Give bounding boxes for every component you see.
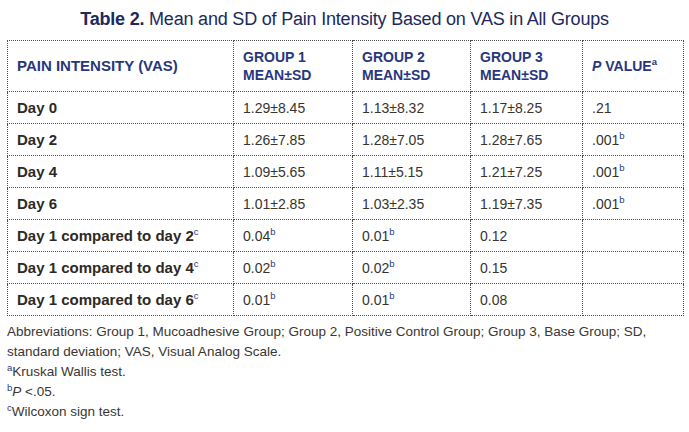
footnote-marker: c <box>7 402 12 413</box>
group1-value-cell: 0.02b <box>234 252 353 284</box>
footnote-marker: b <box>619 162 624 173</box>
footnote-list: aKruskal Wallis test.bP <.05.cWilcoxon s… <box>7 362 683 422</box>
p-value-footnote-marker: a <box>652 56 657 67</box>
group1-value-cell: 1.26±7.85 <box>234 124 353 156</box>
table-row: Day 61.01±2.851.03±2.351.19±7.35.001b <box>8 188 684 220</box>
p-value-cell: .001b <box>583 124 684 156</box>
group3-value-cell: 1.21±7.25 <box>471 156 583 188</box>
table-caption-label: Table 2. <box>80 9 144 29</box>
header-row: PAIN INTENSITY (VAS) GROUP 1 MEAN±SD GROU… <box>8 41 684 92</box>
group2-value-cell: 0.02b <box>353 252 471 284</box>
group2-value-cell: 0.01b <box>353 220 471 252</box>
header-group2-name: GROUP 2 <box>362 49 425 65</box>
table-caption: Table 2. Mean and SD of Pain Intensity B… <box>0 0 689 30</box>
p-value-cell: .001b <box>583 156 684 188</box>
table-row: Day 41.09±5.651.11±5.151.21±7.25.001b <box>8 156 684 188</box>
header-p-value: P VALUEa <box>583 41 684 92</box>
document-page: Table 2. Mean and SD of Pain Intensity B… <box>0 0 689 432</box>
group3-value-cell: 0.15 <box>471 252 583 284</box>
data-table: PAIN INTENSITY (VAS) GROUP 1 MEAN±SD GROU… <box>7 40 684 316</box>
footnote: cWilcoxon sign test. <box>7 402 683 422</box>
footnote-marker: b <box>389 226 394 237</box>
table-header: PAIN INTENSITY (VAS) GROUP 1 MEAN±SD GROU… <box>8 41 684 92</box>
footnote-marker: b <box>389 258 394 269</box>
header-group2: GROUP 2 MEAN±SD <box>353 41 471 92</box>
row-label-cell: Day 1 compared to day 2c <box>8 220 234 252</box>
p-value-cell: .21 <box>583 92 684 124</box>
group2-value-cell: 1.13±8.32 <box>353 92 471 124</box>
header-group3: GROUP 3 MEAN±SD <box>471 41 583 92</box>
p-value-cell: .001b <box>583 188 684 220</box>
header-group3-sub: MEAN±SD <box>480 67 548 83</box>
table-row: Day 1 compared to day 2c0.04b0.01b0.12 <box>8 220 684 252</box>
group2-value-cell: 1.03±2.35 <box>353 188 471 220</box>
group3-value-cell: 0.12 <box>471 220 583 252</box>
group1-value-cell: 1.01±2.85 <box>234 188 353 220</box>
group2-value-cell: 0.01b <box>353 284 471 316</box>
row-label-cell: Day 1 compared to day 6c <box>8 284 234 316</box>
table-caption-text: Mean and SD of Pain Intensity Based on V… <box>144 9 609 29</box>
footnote-marker: c <box>194 258 199 269</box>
table-row: Day 1 compared to day 4c0.02b0.02b0.15 <box>8 252 684 284</box>
footnote-marker: b <box>270 258 275 269</box>
row-label-cell: Day 0 <box>8 92 234 124</box>
row-label-cell: Day 1 compared to day 4c <box>8 252 234 284</box>
group3-value-cell: 0.08 <box>471 284 583 316</box>
group3-value-cell: 1.28±7.65 <box>471 124 583 156</box>
header-pain-intensity: PAIN INTENSITY (VAS) <box>8 41 234 92</box>
p-value-cell <box>583 284 684 316</box>
table-row: Day 1 compared to day 6c0.01b0.01b0.08 <box>8 284 684 316</box>
footnote-marker: b <box>270 290 275 301</box>
footnote-marker: c <box>194 226 199 237</box>
group1-value-cell: 0.01b <box>234 284 353 316</box>
footnote-marker: b <box>270 226 275 237</box>
p-value-text: VALUE <box>601 58 651 74</box>
footnote-marker: c <box>194 290 199 301</box>
footnote-marker: b <box>619 194 624 205</box>
table-row: Day 21.26±7.851.28±7.051.28±7.65.001b <box>8 124 684 156</box>
abbreviations-note: Abbreviations: Group 1, Mucoadhesive Gro… <box>7 322 683 362</box>
table-body: Day 01.29±8.451.13±8.321.17±8.25.21Day 2… <box>8 92 684 316</box>
group3-value-cell: 1.17±8.25 <box>471 92 583 124</box>
group3-value-cell: 1.19±7.35 <box>471 188 583 220</box>
header-group1-sub: MEAN±SD <box>243 67 311 83</box>
header-group1: GROUP 1 MEAN±SD <box>234 41 353 92</box>
group1-value-cell: 1.29±8.45 <box>234 92 353 124</box>
row-label-cell: Day 4 <box>8 156 234 188</box>
p-italic: P <box>12 384 21 399</box>
header-group3-name: GROUP 3 <box>480 49 543 65</box>
footnote-marker: b <box>389 290 394 301</box>
footnote-marker: a <box>7 362 12 373</box>
footnote: bP <.05. <box>7 382 683 402</box>
p-italic: P <box>592 58 601 74</box>
footnotes-section: Abbreviations: Group 1, Mucoadhesive Gro… <box>7 322 683 422</box>
footnote: aKruskal Wallis test. <box>7 362 683 382</box>
group2-value-cell: 1.11±5.15 <box>353 156 471 188</box>
header-group1-name: GROUP 1 <box>243 49 306 65</box>
group1-value-cell: 1.09±5.65 <box>234 156 353 188</box>
group1-value-cell: 0.04b <box>234 220 353 252</box>
p-value-cell <box>583 220 684 252</box>
table-row: Day 01.29±8.451.13±8.321.17±8.25.21 <box>8 92 684 124</box>
p-value-cell <box>583 252 684 284</box>
header-group2-sub: MEAN±SD <box>362 67 430 83</box>
group2-value-cell: 1.28±7.05 <box>353 124 471 156</box>
row-label-cell: Day 2 <box>8 124 234 156</box>
footnote-marker: b <box>619 130 624 141</box>
row-label-cell: Day 6 <box>8 188 234 220</box>
